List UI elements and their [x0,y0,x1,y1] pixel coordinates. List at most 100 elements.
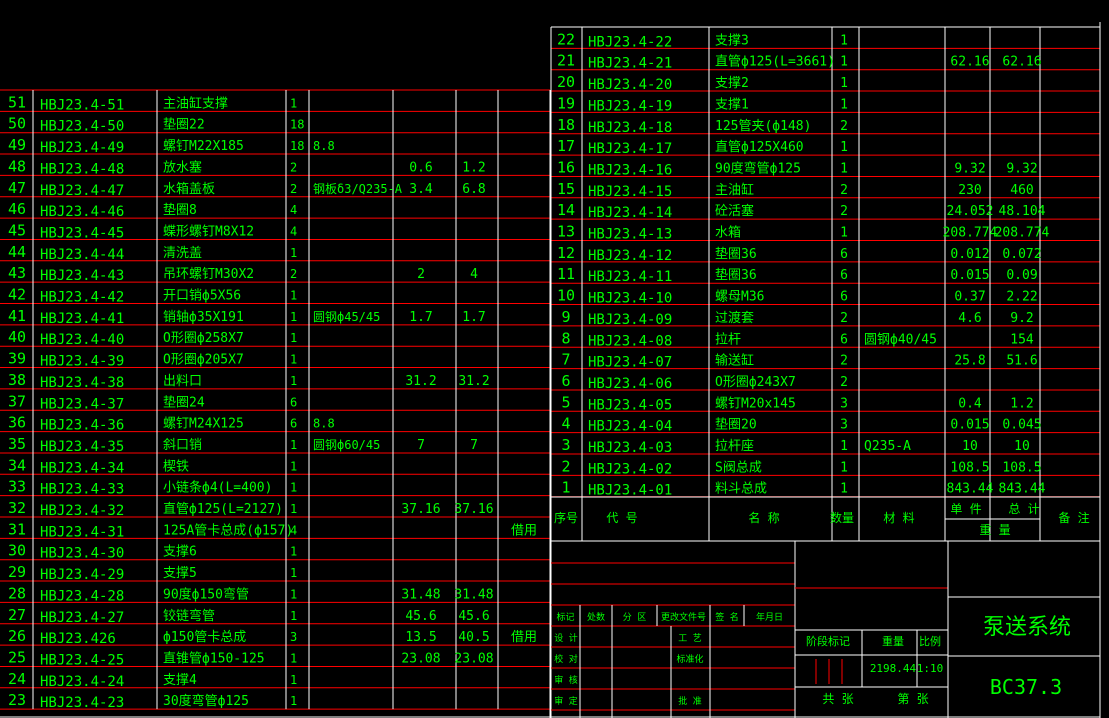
row-total-weight: 10 [1014,439,1030,454]
row-name: 支撑4 [163,673,197,688]
row-qty: 1 [290,694,297,708]
row-total-weight: 31.2 [458,374,489,389]
row-single-weight: 45.6 [405,609,436,624]
approval-label: 批 准 [678,695,701,707]
row-seq: 34 [8,456,26,474]
row-name: 直锥管ф150-125 [163,651,265,666]
row-code: HBJ23.4-05 [588,397,672,413]
row-name: 螺钉M20x145 [715,396,796,411]
row-seq: 27 [8,606,26,624]
table-row: 32 HBJ23.4-32 直管ф125(L=2127) 1 37.16 37.16 [8,499,494,519]
row-code: HBJ23.4-34 [40,460,124,476]
row-single-weight: 0.4 [958,396,982,411]
row-code: HBJ23.4-38 [40,375,124,391]
row-qty: 1 [290,246,297,260]
row-total-weight: 0.09 [1006,268,1037,283]
row-name: 直管ф125(L=3661) [715,55,835,70]
table-row: 26 HBJ23.426 ф150管卡总成 3 13.5 40.5 借用 [8,627,537,647]
table-row: 16 HBJ23.4-16 90度弯管ф125 1 9.32 9.32 [557,158,1038,178]
table-row: 2 HBJ23.4-02 S阀总成 1 108.5 108.5 [561,457,1041,477]
row-seq: 43 [8,264,26,282]
table-row: 1 HBJ23.4-01 料斗总成 1 843.44 843.44 [561,479,1045,499]
row-qty: 2 [840,119,848,134]
row-code: HBJ23.4-27 [40,610,124,626]
row-seq: 50 [8,115,26,133]
scale-label: 比例 [919,634,941,648]
table-row: 27 HBJ23.4-27 铰链弯管 1 45.6 45.6 [8,606,490,626]
row-seq: 19 [557,94,575,112]
row-qty: 3 [840,418,848,433]
table-row: 8 HBJ23.4-08 拉杆 6 圆钢ф40/45 154 [561,329,1033,349]
row-code: HBJ23.4-30 [40,546,124,562]
revision-label: 处数 [587,611,605,623]
row-name: 垫圈24 [163,394,205,410]
row-seq: 28 [8,584,26,602]
row-code: HBJ23.4-51 [40,97,124,113]
row-seq: 18 [557,116,575,134]
row-seq: 9 [561,308,570,326]
approval-label: 审 定 [554,695,577,707]
row-name: O形圈ф205X7 [163,353,244,368]
row-code: HBJ23.4-10 [588,291,672,307]
row-qty: 1 [840,55,848,70]
row-total-weight: 2.22 [1006,290,1037,305]
row-seq: 29 [8,563,26,581]
table-row: 10 HBJ23.4-10 螺母M36 6 0.37 2.22 [557,287,1038,307]
row-qty: 3 [290,630,297,644]
row-qty: 2 [290,160,297,174]
row-qty: 6 [290,417,297,431]
left-parts-table: 51 HBJ23.4-51 主油缸支撑 1 50 HBJ23.4-50 垫圈22 18 49 HB… [0,89,551,718]
row-qty: 1 [290,502,297,516]
row-seq: 44 [8,243,26,261]
row-qty: 2 [840,354,848,369]
weight-value: 2198.44 [870,662,917,675]
table-row: 11 HBJ23.4-11 垫圈36 6 0.015 0.09 [557,265,1038,285]
row-seq: 10 [557,287,575,305]
row-single-weight: 0.012 [950,247,989,262]
revision-label: 分 区 [623,612,646,623]
row-material: 钢板δ3/Q235-A [313,182,403,196]
row-seq: 21 [557,52,575,70]
row-seq: 6 [561,372,570,390]
row-seq: 23 [8,691,26,709]
row-material: Q235-A [864,439,911,454]
row-name: 拉杆 [715,332,741,347]
row-single-weight: 25.8 [954,354,985,369]
row-seq: 31 [8,520,26,538]
row-qty: 1 [840,140,848,155]
row-code: HBJ23.4-43 [40,268,124,284]
table-row: 3 HBJ23.4-03 拉杆座 1 Q235-A 10 10 [561,436,1029,456]
row-remark: 借用 [511,630,537,645]
row-single-weight: 62.16 [950,55,989,70]
table-row: 21 HBJ23.4-21 直管ф125(L=3661) 1 62.16 62.16 [557,52,1042,72]
table-row: 25 HBJ23.4-25 直锥管ф150-125 1 23.08 23.08 [8,648,494,668]
row-name: 过渡套 [715,310,754,326]
row-name: 料斗总成 [715,482,767,497]
row-code: HBJ23.4-14 [588,205,672,221]
row-total-weight: 51.6 [1006,354,1037,369]
row-qty: 2 [290,182,297,196]
row-name: 斜口销 [163,438,202,453]
row-qty: 1 [290,587,297,601]
table-row: 23 HBJ23.4-23 30度弯管ф125 1 [8,691,297,711]
row-name: 垫圈36 [715,246,757,262]
row-name: 垫圈20 [715,417,757,433]
row-single-weight: 31.48 [401,587,440,602]
row-code: HBJ23.4-36 [40,418,124,434]
row-qty: 1 [290,289,297,303]
row-single-weight: 13.5 [405,630,436,645]
row-seq: 4 [561,415,570,433]
row-name: 支撑3 [715,33,749,48]
row-single-weight: 0.37 [954,290,985,305]
row-name: 放水塞 [163,159,202,175]
table-row: 24 HBJ23.4-24 支撑4 1 [8,670,297,690]
row-material: 圆钢ф60/45 [313,438,380,452]
row-name: 垫圈8 [163,202,197,218]
row-code: HBJ23.4-40 [40,332,124,348]
row-name: 清洗盖 [163,246,202,261]
row-seq: 32 [8,499,26,517]
row-qty: 1 [290,353,297,367]
table-row: 9 HBJ23.4-09 过渡套 2 4.6 9.2 [561,308,1033,328]
